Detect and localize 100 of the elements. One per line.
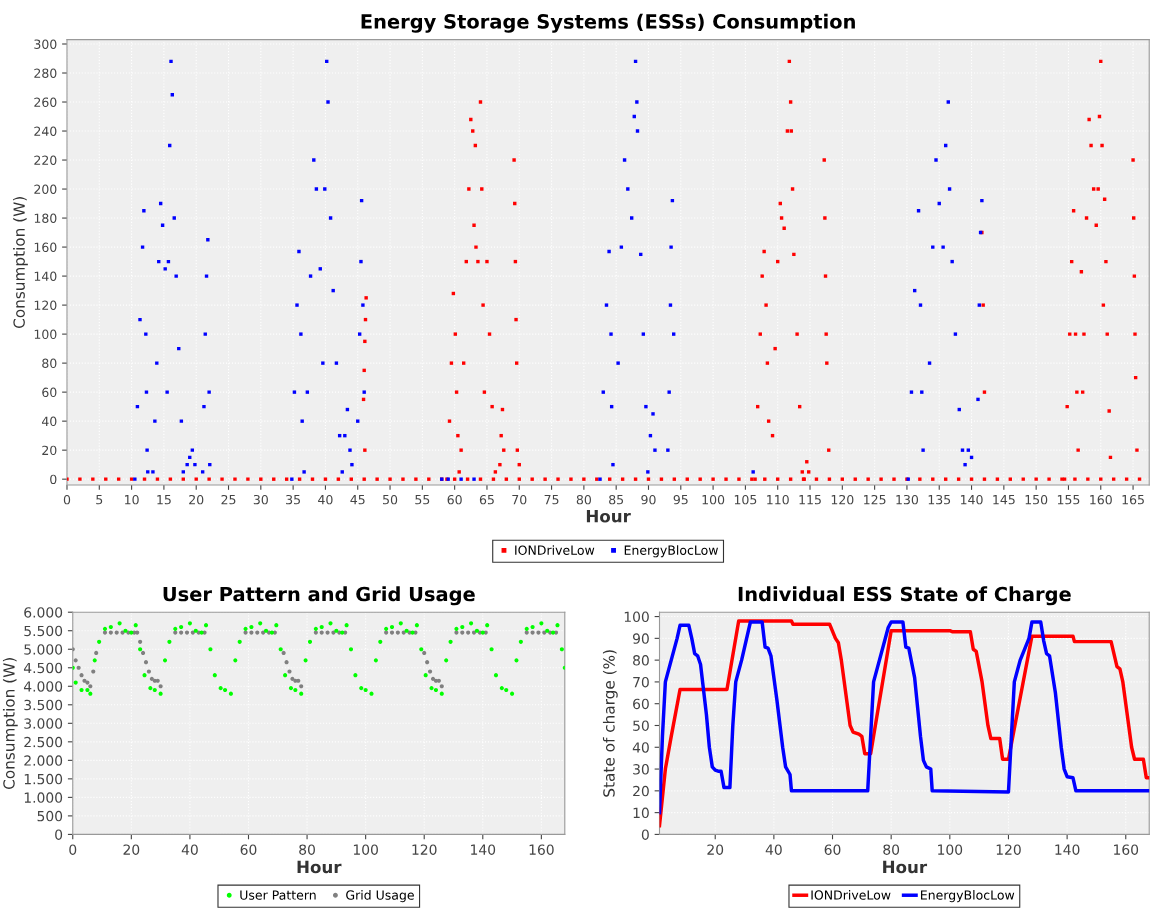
x-tick-label: 160	[529, 844, 554, 855]
y-tick-label: 50	[633, 720, 649, 731]
y-tick-label: 100	[624, 611, 649, 623]
y-tick-label: 100	[34, 329, 57, 340]
x-tick-label: 110	[767, 494, 789, 505]
x-tick-label: 15	[157, 495, 171, 505]
y-tick-label: 40	[632, 742, 649, 753]
x-tick-label: 105	[734, 494, 757, 505]
x-tick-label: 85	[609, 494, 624, 505]
y-tick-label: 120	[34, 300, 57, 311]
y-tick-label: 20	[42, 445, 57, 456]
x-tick-label: 0	[63, 494, 71, 505]
legend-label: Grid Usage	[346, 890, 414, 903]
x-tick-label: 140	[960, 494, 983, 505]
x-tick-label: 50	[383, 494, 398, 505]
x-tick-label: 150	[1025, 494, 1048, 505]
x-tick-label: 120	[831, 494, 854, 505]
x-tick-label: 90	[641, 494, 656, 505]
y-tick-label: 70	[633, 676, 649, 688]
x-tick-label: 65	[479, 494, 494, 505]
x-tick-label: 35	[286, 494, 300, 505]
y-tick-label: 1.500	[24, 773, 63, 785]
y-tick-label: 200	[34, 184, 57, 194]
y-tick-label: 160	[34, 242, 57, 252]
x-tick-label: 60	[447, 494, 462, 505]
x-tick-label: 55	[415, 495, 430, 505]
x-tick-label: 125	[864, 494, 886, 505]
y-tick-label: 5.500	[24, 625, 63, 637]
x-tick-label: 80	[883, 844, 900, 855]
y-tick-label: 20	[633, 785, 649, 797]
y-tick-label: 280	[34, 68, 57, 78]
x-tick-label: 160	[1114, 844, 1139, 855]
x-tick-label: 100	[938, 844, 963, 855]
x-tick-label: 40	[318, 494, 333, 505]
x-tick-label: 80	[299, 844, 315, 855]
x-tick-label: 60	[824, 844, 841, 855]
y-tick-label: 0	[50, 474, 57, 485]
x-axis-title: Hour	[883, 860, 928, 874]
y-tick-label: 3.500	[24, 699, 63, 711]
y-tick-label: 60	[633, 698, 649, 710]
x-tick-label: 0	[69, 844, 77, 855]
y-tick-label: 2.500	[24, 736, 63, 748]
y-tick-label: 60	[42, 387, 57, 398]
x-tick-label: 160	[1090, 494, 1112, 505]
legend-label: EnergyBlocLow	[921, 890, 1015, 903]
x-tick-label: 165	[1122, 494, 1144, 505]
x-axis-title: Hour	[586, 510, 631, 523]
x-tick-label: 75	[544, 495, 559, 505]
y-tick-label: 40	[41, 416, 57, 427]
y-tick-label: 80	[633, 655, 649, 666]
y-axis-title: Consumption (W)	[2, 658, 18, 789]
y-tick-label: 90	[632, 633, 649, 644]
legend-label: EnergyBlocLow	[624, 545, 718, 558]
x-tick-label: 20	[123, 844, 140, 855]
x-tick-label: 135	[928, 494, 951, 505]
x-tick-label: 140	[471, 844, 496, 855]
x-tick-label: 25	[221, 494, 236, 505]
x-tick-label: 10	[125, 494, 139, 505]
y-tick-label: 180	[34, 213, 57, 223]
x-tick-label: 20	[707, 844, 724, 855]
y-tick-label: 300	[34, 39, 57, 49]
x-tick-label: 30	[253, 494, 268, 505]
x-tick-label: 20	[189, 494, 204, 505]
x-tick-label: 40	[765, 844, 782, 855]
y-tick-label: 30	[633, 764, 649, 775]
x-tick-label: 100	[353, 844, 378, 855]
x-tick-label: 95	[673, 494, 688, 505]
y-tick-label: 240	[34, 126, 57, 136]
chart-title: Individual ESS State of Charge	[738, 586, 1071, 606]
legend-label: IONDriveLow	[515, 545, 595, 555]
y-tick-label: 80	[42, 358, 57, 369]
y-axis-title: State of charge (%)	[602, 650, 618, 797]
chart-title: Energy Storage Systems (ESSs) Consumption	[361, 13, 855, 33]
x-tick-label: 130	[896, 494, 919, 505]
y-tick-label: 260	[34, 97, 57, 107]
x-axis-title: Hour	[297, 860, 342, 874]
x-tick-label: 140	[1055, 844, 1080, 855]
y-tick-label: 4.500	[23, 662, 63, 674]
y-tick-label: 3.000	[24, 718, 63, 729]
x-tick-label: 115	[799, 495, 821, 505]
x-tick-label: 155	[1057, 495, 1080, 505]
chart-title: User Pattern and Grid Usage	[163, 586, 475, 606]
y-tick-label: 10	[633, 807, 649, 819]
x-tick-label: 70	[512, 494, 527, 505]
y-tick-label: 0	[641, 829, 649, 840]
y-tick-label: 140	[34, 271, 57, 282]
y-tick-label: 0	[55, 829, 63, 840]
x-tick-label: 145	[993, 495, 1015, 505]
x-tick-label: 120	[412, 844, 437, 855]
y-tick-label: 1.000	[24, 792, 63, 803]
legend-label: User Pattern	[240, 890, 316, 900]
y-tick-label: 6.000	[24, 607, 63, 618]
x-tick-label: 100	[702, 494, 725, 505]
y-tick-label: 5.000	[24, 644, 63, 655]
x-tick-label: 5	[96, 495, 103, 505]
y-tick-label: 220	[34, 155, 57, 165]
x-tick-label: 120	[996, 844, 1021, 855]
y-tick-label: 4.000	[23, 681, 63, 692]
y-tick-label: 2.000	[24, 755, 63, 766]
y-tick-label: 500	[37, 810, 63, 822]
